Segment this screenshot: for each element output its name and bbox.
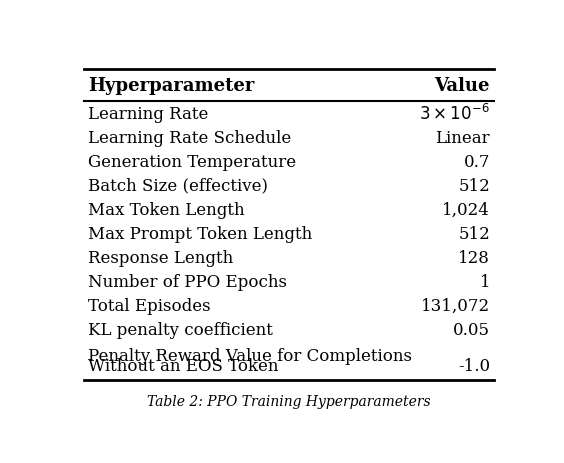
Text: KL penalty coefficient: KL penalty coefficient (88, 321, 273, 338)
Text: Penalty Reward Value for Completions: Penalty Reward Value for Completions (88, 347, 412, 364)
Text: Hyperparameter: Hyperparameter (88, 77, 254, 95)
Text: Number of PPO Epochs: Number of PPO Epochs (88, 273, 287, 290)
Text: -1.0: -1.0 (458, 358, 490, 375)
Text: 1: 1 (479, 273, 490, 290)
Text: 0.7: 0.7 (464, 153, 490, 170)
Text: Value: Value (435, 77, 490, 95)
Text: Total Episodes: Total Episodes (88, 297, 210, 314)
Text: Without an EOS Token: Without an EOS Token (88, 358, 279, 375)
Text: Linear: Linear (435, 129, 490, 146)
Text: Generation Temperature: Generation Temperature (88, 153, 296, 170)
Text: Learning Rate Schedule: Learning Rate Schedule (88, 129, 291, 146)
Text: 1,024: 1,024 (442, 201, 490, 218)
Text: Response Length: Response Length (88, 249, 233, 266)
Text: Table 2: PPO Training Hyperparameters: Table 2: PPO Training Hyperparameters (147, 394, 431, 408)
Text: 512: 512 (459, 225, 490, 242)
Text: 128: 128 (458, 249, 490, 266)
Text: 0.05: 0.05 (453, 321, 490, 338)
Text: Learning Rate: Learning Rate (88, 106, 208, 122)
Text: $3 \times 10^{-6}$: $3 \times 10^{-6}$ (420, 104, 490, 124)
Text: 512: 512 (459, 177, 490, 194)
Text: Max Prompt Token Length: Max Prompt Token Length (88, 225, 312, 242)
Text: Batch Size (effective): Batch Size (effective) (88, 177, 268, 194)
Text: Max Token Length: Max Token Length (88, 201, 245, 218)
Text: 131,072: 131,072 (421, 297, 490, 314)
